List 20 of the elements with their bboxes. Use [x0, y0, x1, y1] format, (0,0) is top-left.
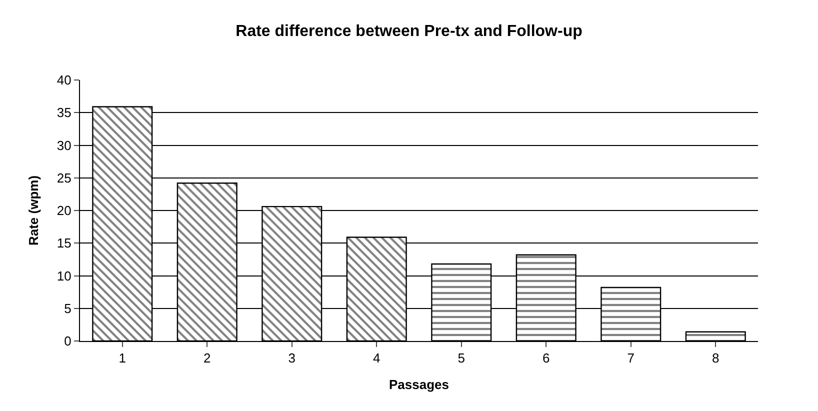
chart-title: Rate difference between Pre-tx and Follow-up [236, 22, 583, 40]
y-axis-title: Rate (wpm) [26, 175, 41, 246]
y-tick-label: 25 [56, 170, 72, 186]
x-axis-title: Passages [389, 377, 449, 392]
y-tick-label: 0 [64, 334, 72, 349]
y-tick-label: 10 [56, 268, 72, 284]
x-tick-label: 2 [204, 350, 211, 366]
y-tick-label: 40 [56, 72, 72, 88]
x-tick-label: 5 [458, 350, 465, 366]
x-tick-label: 1 [118, 350, 126, 366]
x-tick-label: 3 [288, 350, 296, 366]
x-tick-label: 6 [542, 350, 550, 366]
y-tick-label: 30 [56, 138, 72, 153]
x-tick-label: 4 [373, 350, 380, 366]
y-tick-label: 15 [56, 236, 72, 251]
y-tick-label: 5 [64, 300, 72, 316]
x-tick-label: 8 [712, 350, 720, 366]
y-tick-label: 20 [56, 203, 72, 218]
y-tick-label: 35 [56, 105, 72, 120]
x-tick-label: 7 [627, 350, 634, 366]
